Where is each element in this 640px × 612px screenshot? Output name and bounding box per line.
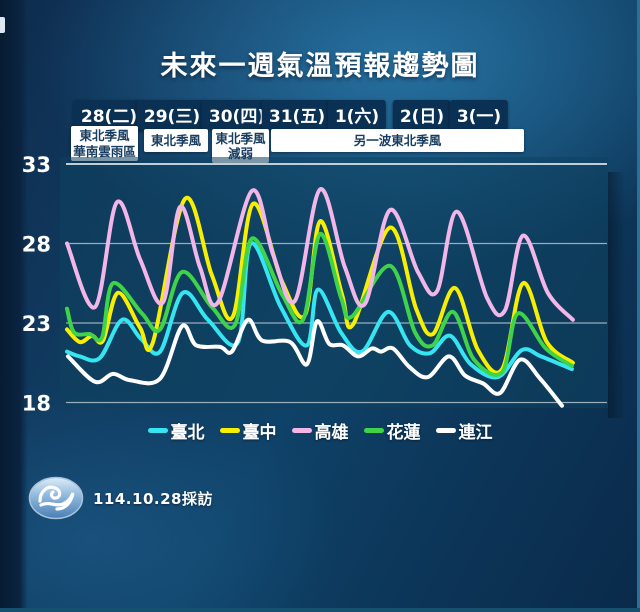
cwa-logo: [28, 476, 84, 520]
weather-label-4-line1: 另一波東北季風: [353, 132, 442, 148]
legend-swatch-hualien: [363, 428, 384, 433]
legend-swatch-taichung: [219, 428, 240, 433]
legend-label-taipei: 臺北: [170, 423, 205, 443]
right-edge-strip: [637, 0, 640, 612]
date-chip-3: 30(四): [201, 100, 273, 130]
weather-label-3-line1: 東北季風: [215, 130, 266, 146]
logo-wave-glyph: [38, 485, 75, 511]
date-chip-1: 28(二): [73, 100, 145, 130]
page-title: 未來一週氣溫預報趨勢圖: [160, 51, 480, 82]
legend-item-kaohsiung: 高雄: [291, 418, 349, 443]
date-chip-5: 1(六): [327, 100, 387, 130]
legend-item-hualien: 花蓮: [363, 418, 421, 443]
legend-label-lienchiang: 連江: [458, 423, 493, 443]
bottom-edge-strip: [0, 608, 640, 612]
left-edge-tab: [0, 17, 5, 33]
weather-label-1-line1: 東北季風: [79, 128, 130, 143]
legend-item-taipei: 臺北: [147, 418, 205, 443]
legend-swatch-taipei: [147, 428, 168, 433]
date-chip-2: 29(三): [136, 100, 208, 130]
weather-label-1: 東北季風 華南雲雨區: [71, 126, 138, 161]
legend-item-lienchiang: 連江: [435, 418, 493, 443]
legend-label-kaohsiung: 高雄: [314, 423, 349, 443]
weather-label-2: 東北季風: [144, 129, 208, 152]
left-edge-shading: [0, 0, 28, 612]
plot-area-shadow: [608, 172, 625, 418]
plot-area: [60, 157, 608, 408]
weather-label-1-line2: 華南雲雨區: [73, 143, 136, 159]
weather-label-2-line1: 東北季風: [150, 132, 201, 148]
legend-label-taichung: 臺中: [242, 423, 277, 443]
legend-label-hualien: 花蓮: [386, 423, 421, 443]
legend-swatch-lienchiang: [435, 428, 456, 433]
date-chip-7: 3(一): [449, 100, 509, 130]
footer-caption: 114.10.28採訪: [93, 489, 213, 508]
legend-item-taichung: 臺中: [219, 418, 277, 443]
date-chip-4: 31(五): [261, 100, 333, 130]
chart-legend: 臺北 臺中 高雄 花蓮 連江: [0, 418, 640, 443]
weather-label-4: 另一波東北季風: [271, 129, 524, 152]
footer: 114.10.28採訪: [28, 476, 213, 520]
legend-swatch-kaohsiung: [291, 428, 312, 433]
date-chip-6: 2(日): [392, 100, 452, 130]
